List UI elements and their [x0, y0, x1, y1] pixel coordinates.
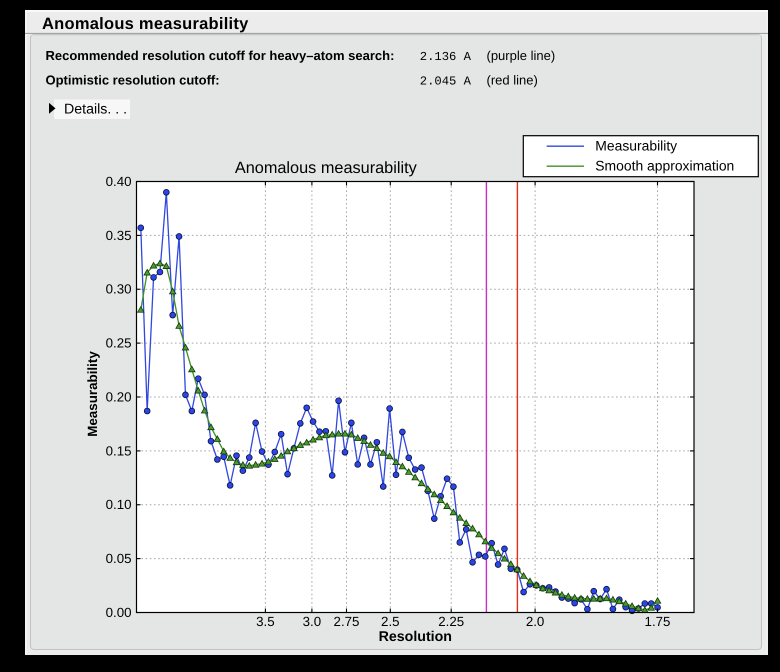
svg-text:2.75: 2.75	[334, 614, 360, 629]
svg-text:Recommended resolution cutoff: Recommended resolution cutoff for heavy–…	[46, 48, 395, 63]
svg-text:0.40: 0.40	[106, 174, 132, 189]
svg-text:Optimistic resolution cutoff:: Optimistic resolution cutoff:	[46, 73, 220, 88]
svg-text:2.0: 2.0	[526, 614, 545, 629]
svg-text:0.10: 0.10	[106, 497, 132, 512]
svg-text:2.045 A: 2.045 A	[420, 75, 472, 89]
svg-text:0.05: 0.05	[106, 551, 132, 566]
svg-text:(red line): (red line)	[487, 73, 538, 88]
svg-text:Details. . .: Details. . .	[64, 101, 127, 117]
svg-text:0.35: 0.35	[106, 228, 132, 243]
svg-text:Measurability: Measurability	[595, 137, 677, 153]
svg-text:Measurability: Measurability	[85, 351, 100, 437]
svg-text:2.136 A: 2.136 A	[420, 50, 472, 64]
svg-text:Smooth approximation: Smooth approximation	[595, 157, 734, 173]
svg-text:Resolution: Resolution	[379, 629, 452, 645]
svg-text:1.75: 1.75	[645, 614, 671, 629]
svg-text:3.0: 3.0	[303, 614, 322, 629]
svg-text:0.25: 0.25	[106, 336, 132, 351]
svg-text:2.25: 2.25	[438, 614, 464, 629]
svg-text:(purple line): (purple line)	[487, 48, 556, 63]
svg-text:Anomalous measurability: Anomalous measurability	[235, 159, 418, 177]
svg-text:Anomalous measurability: Anomalous measurability	[42, 15, 249, 33]
svg-text:3.5: 3.5	[256, 614, 275, 629]
svg-text:0.00: 0.00	[106, 605, 132, 620]
svg-text:0.30: 0.30	[106, 282, 132, 297]
svg-text:0.15: 0.15	[106, 443, 132, 458]
svg-text:0.20: 0.20	[106, 389, 132, 404]
svg-text:2.5: 2.5	[381, 614, 400, 629]
